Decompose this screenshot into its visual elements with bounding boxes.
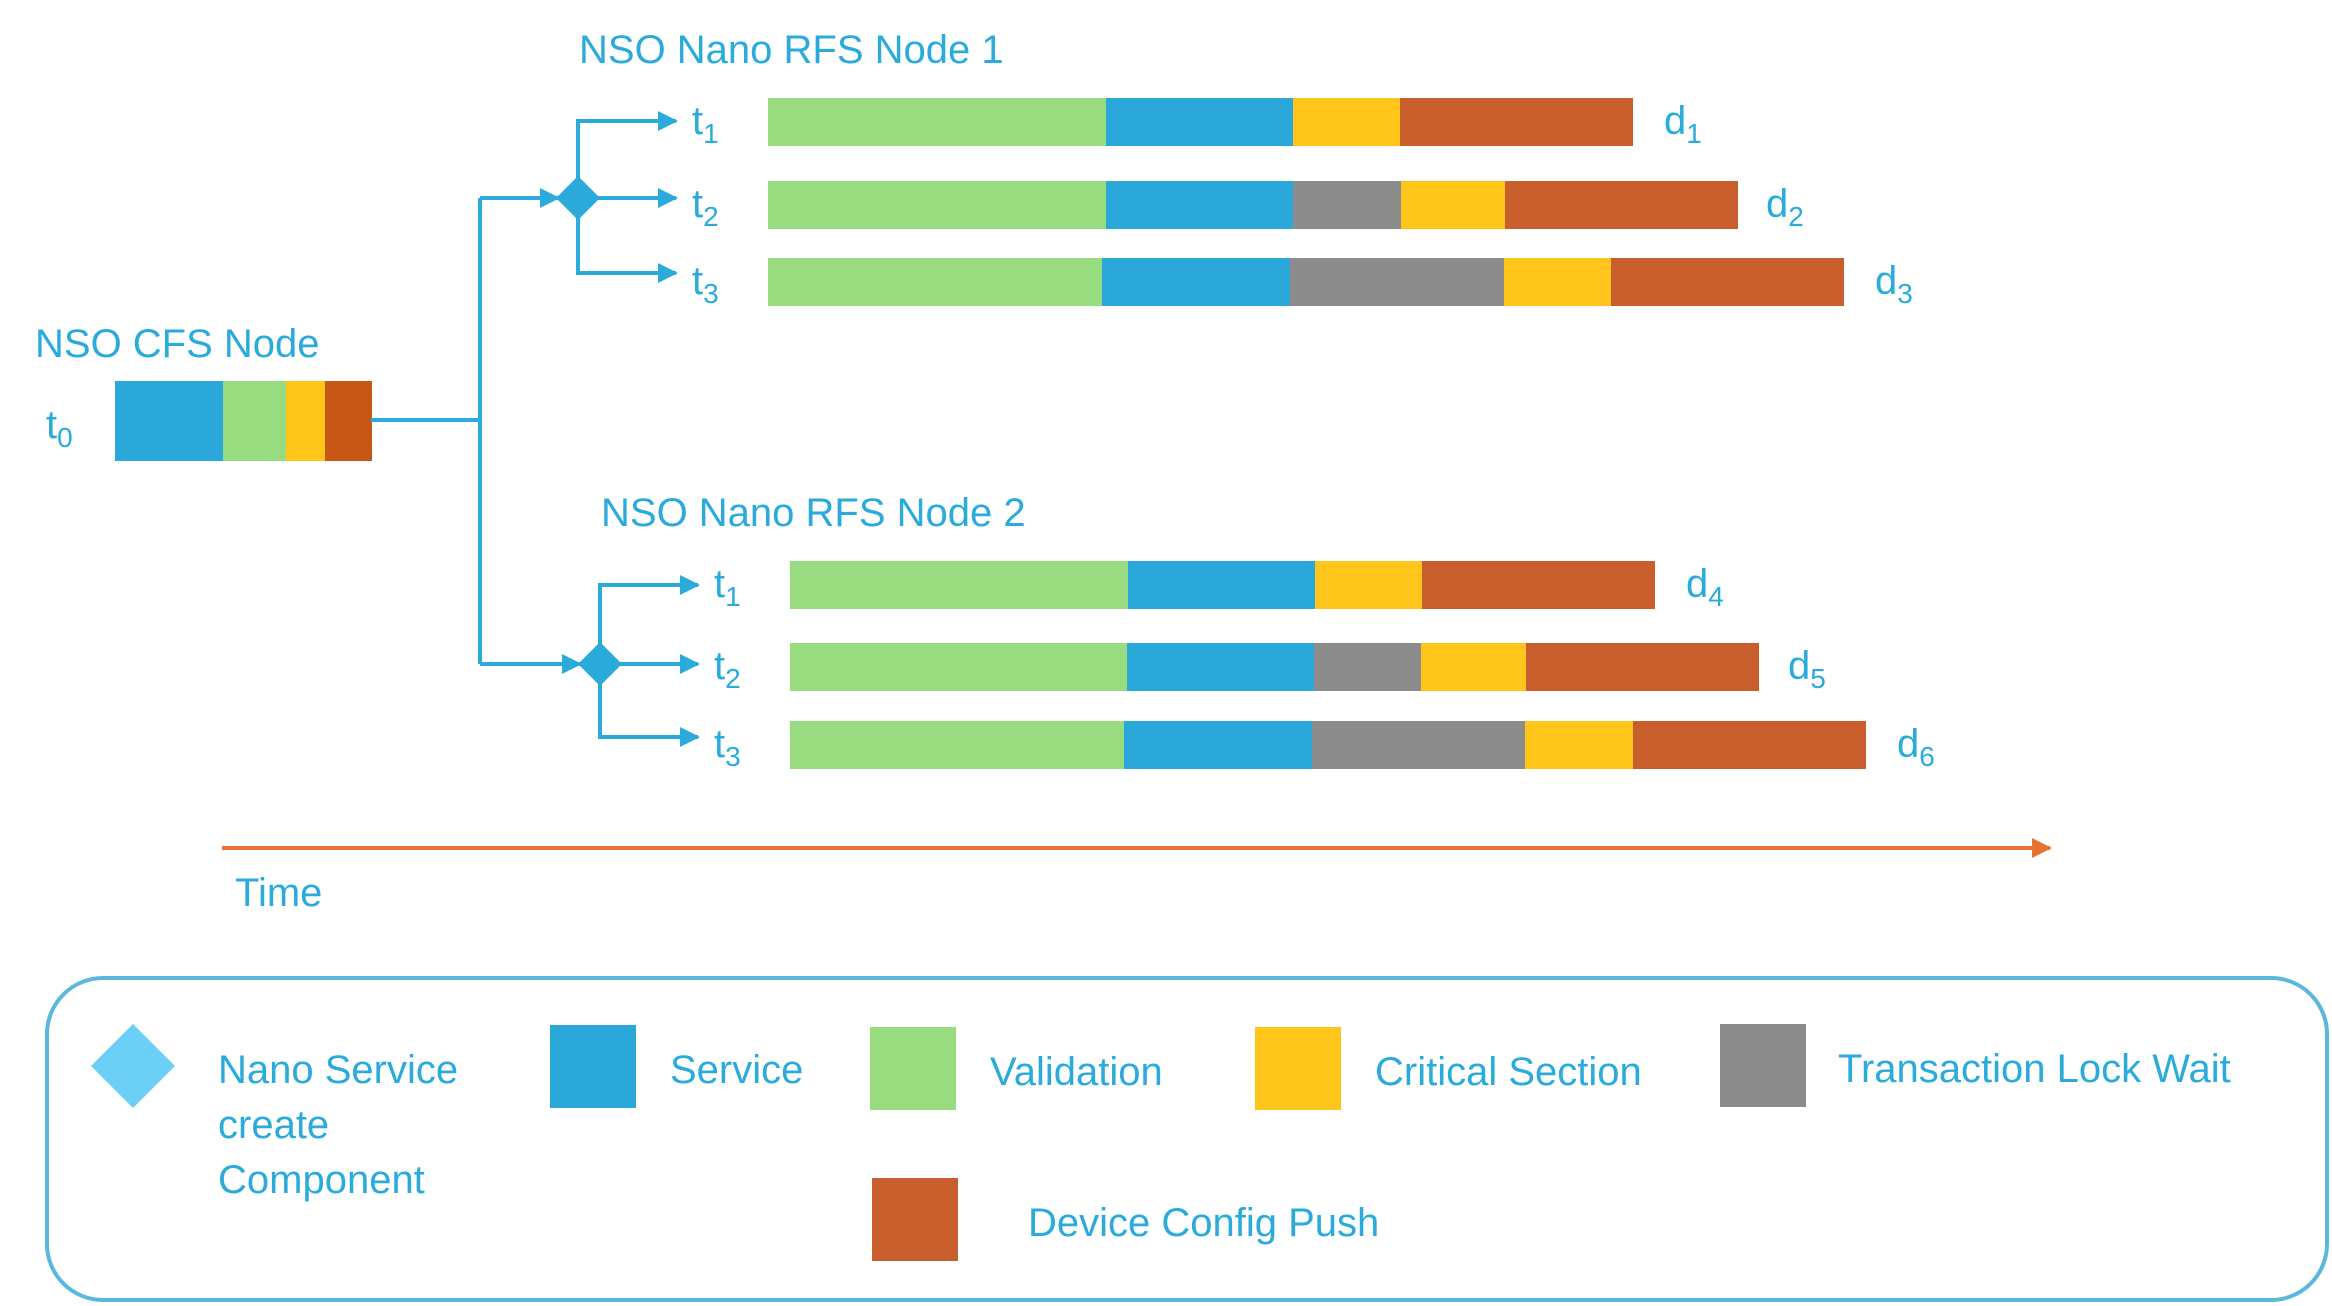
cfs-bar: [115, 381, 372, 461]
legend-swatch-service: [550, 1025, 636, 1108]
segment-critical: [1504, 258, 1611, 306]
rfs-row: t2 d2: [692, 181, 1804, 232]
row-start-label: t3: [714, 722, 741, 772]
rfs-row: t1 d4: [714, 561, 1724, 612]
cfs-segment-critical: [286, 381, 325, 461]
cfs-row-label: t0: [46, 403, 73, 453]
fork-node-2-upper: [598, 575, 700, 664]
cfs-title: NSO CFS Node: [35, 322, 320, 366]
fork-node-1-lower: [576, 198, 678, 283]
legend-box: [45, 976, 2329, 1302]
cfs-segment-validation: [223, 381, 286, 461]
segment-push: [1633, 721, 1866, 769]
cfs-node: NSO CFS Node t0: [35, 322, 372, 461]
rfs-node-title: NSO Nano RFS Node 2: [601, 491, 1026, 535]
legend-label: Nano Service create Component: [218, 1048, 458, 1202]
fork-node-2-lower: [598, 664, 700, 747]
segment-push: [1611, 258, 1844, 306]
legend-label: Critical Section: [1375, 1050, 1642, 1094]
legend-item: Critical Section: [1255, 1027, 1642, 1110]
fork-node-1-upper: [576, 111, 678, 198]
nano-service-diamond-node-2: [578, 642, 622, 686]
row-start-label: t1: [692, 99, 719, 149]
row-end-label: d5: [1788, 644, 1826, 694]
segment-validation: [768, 181, 1106, 229]
segment-service: [1106, 181, 1293, 229]
legend-swatch-validation: [870, 1027, 956, 1110]
segment-service: [1127, 643, 1314, 691]
cfs-segment-service: [115, 381, 223, 461]
connectors: [371, 111, 700, 747]
segment-service: [1106, 98, 1293, 146]
row-end-label: d2: [1766, 182, 1804, 232]
legend-label: Transaction Lock Wait: [1838, 1047, 2231, 1091]
legend-swatch-lock: [1720, 1024, 1806, 1107]
legend: Nano Service create Component Service Valida…: [91, 1024, 2231, 1261]
cfs-segment-push-cfs: [325, 381, 372, 461]
legend-item: Device Config Push: [872, 1178, 1379, 1261]
row-end-label: d6: [1897, 722, 1935, 772]
legend-swatch-critical: [1255, 1027, 1341, 1110]
segment-push: [1526, 643, 1759, 691]
segment-validation: [790, 643, 1127, 691]
legend-item: Nano Service create Component: [91, 1024, 458, 1202]
segment-push: [1400, 98, 1633, 146]
rfs-row: t3 d6: [714, 721, 1935, 772]
segment-validation: [790, 721, 1124, 769]
legend-label: Validation: [990, 1050, 1163, 1094]
legend-label: Device Config Push: [1028, 1201, 1379, 1245]
segment-lock: [1290, 258, 1504, 306]
row-start-label: t2: [714, 644, 741, 694]
segment-service: [1124, 721, 1312, 769]
row-start-label: t1: [714, 562, 741, 612]
rfs-node-title: NSO Nano RFS Node 1: [579, 28, 1004, 72]
rfs-row: t1 d1: [692, 98, 1702, 149]
row-end-label: d4: [1686, 562, 1724, 612]
segment-critical: [1421, 643, 1526, 691]
legend-swatch-push: [872, 1178, 958, 1261]
segment-validation: [768, 258, 1102, 306]
segment-validation: [790, 561, 1128, 609]
legend-label: Service: [670, 1048, 803, 1092]
row-start-label: t3: [692, 259, 719, 309]
rfs-node-1: NSO Nano RFS Node 1 t1 d1 t2 d2 t3 d3: [579, 28, 1913, 309]
rfs-node-2: NSO Nano RFS Node 2 t1 d4 t2 d5 t3 d6: [601, 491, 1935, 772]
segment-push: [1422, 561, 1655, 609]
legend-diamond-icon: [91, 1024, 175, 1108]
segment-service: [1102, 258, 1290, 306]
legend-item: Transaction Lock Wait: [1720, 1024, 2231, 1107]
segment-lock: [1314, 643, 1421, 691]
row-start-label: t2: [692, 182, 719, 232]
segment-push: [1505, 181, 1738, 229]
segment-critical: [1401, 181, 1505, 229]
segment-critical: [1293, 98, 1400, 146]
time-label: Time: [235, 871, 322, 915]
row-end-label: d1: [1664, 99, 1702, 149]
time-axis: Time: [222, 838, 2052, 915]
legend-item: Service: [550, 1025, 803, 1108]
segment-critical: [1315, 561, 1422, 609]
segment-lock: [1312, 721, 1525, 769]
legend-item: Validation: [870, 1027, 1163, 1110]
segment-lock: [1293, 181, 1401, 229]
rfs-row: t2 d5: [714, 643, 1826, 694]
row-end-label: d3: [1875, 259, 1913, 309]
rfs-row: t3 d3: [692, 258, 1913, 309]
segment-validation: [768, 98, 1106, 146]
segment-service: [1128, 561, 1315, 609]
nano-service-diamond-node-1: [556, 176, 600, 220]
segment-critical: [1525, 721, 1633, 769]
